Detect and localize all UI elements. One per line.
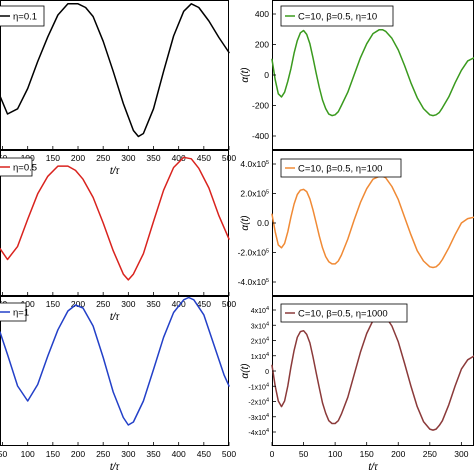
y-tick-label: -2.0x105: [238, 248, 269, 258]
series-line: [0, 3, 230, 138]
chart-panel-4: C=10, β=0.5, η=10 400 200 0 -200 -400 α(t): [240, 0, 474, 150]
x-tick-label: 150: [46, 449, 60, 459]
x-tick-label: 350: [146, 153, 160, 163]
legend: C=10, β=0.5, η=10: [280, 5, 394, 27]
y-tick-label: -200: [252, 101, 269, 111]
legend-box: [280, 5, 394, 27]
x-tick-label: 200: [71, 449, 85, 459]
legend-label: η=0.5: [13, 163, 37, 174]
legend: η=1: [0, 302, 29, 322]
y-tick-label: -3x104: [248, 413, 269, 422]
x-tick-label: 150: [46, 299, 60, 309]
series-line: [0, 156, 230, 281]
y-tick-label: -4.0x105: [238, 277, 269, 287]
x-tick-label: 350: [146, 449, 160, 459]
x-tick-label: 300: [121, 449, 135, 459]
x-tick-label: 150: [360, 449, 374, 459]
x-tick-label: 150: [46, 153, 60, 163]
legend-box: [280, 303, 408, 323]
x-tick-label: 300: [121, 153, 135, 163]
y-tick-label: 200: [255, 40, 269, 50]
y-axis-title: α(t): [240, 215, 251, 230]
y-tick-label: 400: [255, 9, 269, 19]
y-tick-label: -1x104: [248, 382, 269, 391]
y-axis-title: α(t): [240, 67, 251, 82]
x-tick-label: 400: [172, 153, 186, 163]
legend-box: [0, 157, 33, 177]
y-tick-label: 0.0: [257, 218, 269, 228]
x-tick-label: 200: [71, 299, 85, 309]
x-tick-label: 100: [328, 449, 342, 459]
x-tick-label: 350: [146, 299, 160, 309]
x-tick-label: 50: [0, 449, 8, 459]
chart-panel-6: C=10, β=0.5, η=1000 4x104 3x104 2x104 1x104 0…: [240, 296, 474, 473]
chart-panel-2: η=0.550100150200250300350400450500t/τ: [0, 150, 236, 323]
x-tick-label: 250: [96, 299, 110, 309]
plot-frame: [0, 296, 229, 446]
x-axis-title: t/τ: [110, 312, 121, 323]
x-axis-title: t/τ: [110, 166, 121, 177]
y-tick-label: 4x104: [251, 306, 269, 315]
x-axis-title: t/τ: [110, 462, 121, 473]
x-tick-label: 300: [454, 449, 468, 459]
x-tick-label: 250: [96, 449, 110, 459]
chart-panel-5: C=10, β=0.5, η=100 4.0x105 2.0x105 0.0 -2.0x…: [238, 150, 474, 296]
x-tick-label: 450: [197, 153, 211, 163]
y-tick-label: 3x104: [251, 321, 269, 330]
series-line: [271, 28, 474, 117]
legend-label: C=10, β=0.5, η=10: [298, 12, 377, 23]
x-tick-label: 100: [21, 449, 35, 459]
x-tick-label: 500: [222, 153, 236, 163]
y-tick-label: 2x104: [251, 337, 269, 346]
x-tick-label: 400: [172, 299, 186, 309]
x-tick-label: 400: [172, 449, 186, 459]
legend-box: [0, 302, 27, 322]
series-line: [0, 296, 230, 426]
plot-frame: [0, 150, 229, 296]
x-tick-label: 50: [299, 449, 309, 459]
legend: η=0.1: [0, 5, 45, 27]
x-tick-label: 200: [71, 153, 85, 163]
y-tick-label: 2.0x105: [240, 189, 269, 199]
y-tick-label: 0: [264, 70, 269, 80]
legend-box: [0, 5, 45, 27]
x-tick-label: 500: [222, 449, 236, 459]
y-tick-label: 1x104: [251, 352, 269, 361]
legend-label: C=10, β=0.5, η=100: [298, 164, 382, 175]
y-axis-title: α(t): [240, 363, 251, 378]
x-tick-label: 450: [197, 449, 211, 459]
series-line: [271, 175, 474, 269]
y-tick-label: 0: [265, 369, 269, 376]
y-tick-label: -4x104: [248, 428, 269, 437]
legend-label: η=1: [13, 308, 29, 319]
x-tick-label: 200: [391, 449, 405, 459]
legend-box: [280, 158, 402, 178]
y-tick-label: 4.0x105: [240, 159, 269, 169]
x-tick-label: 250: [423, 449, 437, 459]
legend-label: C=10, β=0.5, η=1000: [298, 309, 388, 320]
x-tick-label: 100: [21, 299, 35, 309]
x-axis-title: t/τ: [368, 462, 379, 473]
legend: C=10, β=0.5, η=1000: [280, 303, 408, 323]
x-tick-label: 300: [121, 299, 135, 309]
x-tick-label: 450: [197, 299, 211, 309]
legend: C=10, β=0.5, η=100: [280, 158, 402, 178]
chart-panel-3: η=1 50 100 150 200 250 300 350 400 450 500 t/τ: [0, 296, 236, 473]
y-tick-label: -400: [252, 131, 269, 141]
y-tick-label: -2x104: [248, 398, 269, 407]
plot-frame: [0, 0, 229, 150]
legend-label: η=0.1: [13, 12, 37, 23]
series-line: [271, 314, 474, 431]
x-tick-label: 500: [222, 299, 236, 309]
x-tick-label: 250: [96, 153, 110, 163]
legend: η=0.5: [0, 157, 37, 177]
x-tick-label: 0: [270, 449, 275, 459]
